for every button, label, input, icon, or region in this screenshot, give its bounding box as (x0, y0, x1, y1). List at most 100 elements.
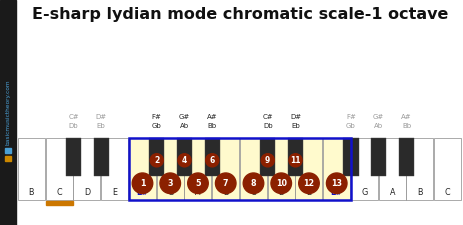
Text: 7: 7 (223, 179, 228, 188)
Bar (5, 148, 11, 153)
Circle shape (215, 173, 236, 194)
Bar (176, 138, 192, 176)
Circle shape (243, 173, 263, 194)
Circle shape (177, 154, 191, 167)
Circle shape (261, 154, 274, 167)
Bar (295, 138, 322, 200)
Bar (239, 138, 266, 200)
Text: Gb: Gb (345, 123, 355, 129)
Text: 13: 13 (331, 179, 342, 188)
Text: D: D (277, 188, 284, 197)
Bar (350, 138, 377, 200)
Circle shape (298, 173, 319, 194)
Bar (287, 138, 303, 176)
Text: D#: D# (95, 114, 106, 120)
Bar (398, 138, 413, 176)
Text: F#: F# (345, 114, 355, 120)
Text: E: E (112, 188, 117, 197)
Bar (129, 138, 156, 200)
Text: C#: C# (68, 114, 79, 120)
Text: 5: 5 (195, 179, 200, 188)
Bar (46, 201, 73, 205)
Text: E#: E# (330, 188, 342, 197)
Bar (46, 138, 73, 200)
Circle shape (150, 154, 163, 167)
Text: A: A (388, 188, 394, 197)
Bar (260, 138, 275, 176)
Text: Eb: Eb (290, 123, 299, 129)
Circle shape (288, 154, 301, 167)
Bar (129, 138, 350, 200)
Text: E-sharp lydian mode chromatic scale-1 octave: E-sharp lydian mode chromatic scale-1 oc… (32, 7, 447, 22)
Bar (148, 138, 164, 176)
Text: 2: 2 (154, 156, 159, 165)
Bar (101, 138, 128, 200)
Text: Ab: Ab (180, 123, 188, 129)
Bar (156, 138, 183, 200)
Text: 1: 1 (139, 179, 145, 188)
Text: A#: A# (206, 114, 217, 120)
Bar (204, 138, 219, 176)
Text: D#: D# (289, 114, 300, 120)
Bar (378, 138, 405, 200)
Circle shape (188, 173, 208, 194)
Text: C: C (250, 188, 256, 197)
Bar (66, 138, 81, 176)
Text: 3: 3 (167, 179, 173, 188)
Text: Eb: Eb (97, 123, 106, 129)
Text: C: C (444, 188, 450, 197)
Text: 8: 8 (250, 179, 256, 188)
Bar (176, 138, 192, 176)
Circle shape (326, 173, 346, 194)
Circle shape (270, 173, 291, 194)
Text: E#: E# (136, 188, 148, 197)
Bar (149, 138, 164, 176)
Circle shape (160, 173, 180, 194)
Text: G: G (361, 188, 367, 197)
Bar (94, 138, 109, 176)
Text: F#: F# (151, 114, 161, 120)
Text: E: E (306, 188, 311, 197)
Text: C#: C# (262, 114, 272, 120)
Text: basicmusictheory.com: basicmusictheory.com (6, 79, 11, 145)
Text: B: B (29, 188, 34, 197)
Text: Bb: Bb (401, 123, 410, 129)
Bar (323, 138, 350, 200)
Bar (343, 138, 358, 176)
Bar (184, 138, 211, 200)
Text: A#: A# (400, 114, 411, 120)
Text: 9: 9 (264, 156, 270, 165)
Text: Db: Db (263, 123, 272, 129)
Circle shape (205, 154, 219, 167)
Bar (287, 138, 302, 176)
Bar (5, 156, 11, 161)
Text: Ab: Ab (373, 123, 382, 129)
Text: G#: G# (179, 114, 190, 120)
Text: D: D (84, 188, 90, 197)
Text: Db: Db (69, 123, 78, 129)
Text: 10: 10 (275, 179, 286, 188)
Bar (204, 138, 220, 176)
Bar (259, 138, 275, 176)
Text: G#: G# (372, 114, 383, 120)
Bar (370, 138, 386, 176)
Text: 12: 12 (303, 179, 314, 188)
Bar (73, 138, 100, 200)
Bar (18, 138, 45, 200)
Bar (0, 0, 16, 225)
Text: 4: 4 (181, 156, 187, 165)
Bar (406, 138, 432, 200)
Text: B: B (223, 188, 228, 197)
Text: C: C (56, 188, 62, 197)
Text: B: B (416, 188, 422, 197)
Text: Gb: Gb (151, 123, 161, 129)
Bar (267, 138, 294, 200)
Text: 11: 11 (290, 156, 300, 165)
Text: G: G (167, 188, 173, 197)
Text: Bb: Bb (207, 123, 216, 129)
Bar (212, 138, 239, 200)
Circle shape (132, 173, 152, 194)
Text: 6: 6 (209, 156, 214, 165)
Bar (433, 138, 460, 200)
Text: A: A (195, 188, 200, 197)
